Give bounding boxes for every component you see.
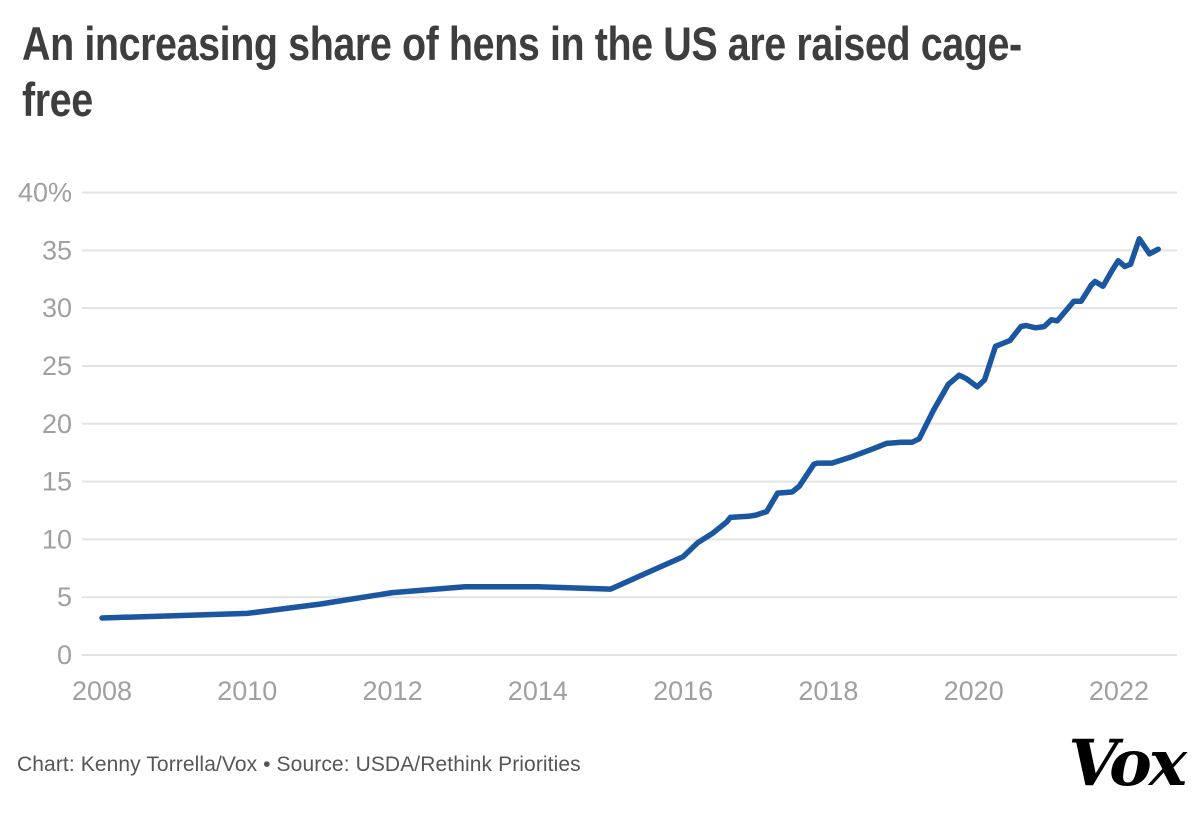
x-tick-label-2018: 2018 bbox=[798, 676, 858, 706]
x-tick-label-2016: 2016 bbox=[653, 676, 713, 706]
y-tick-label-20: 20 bbox=[42, 409, 72, 439]
chart-title-line-1: An increasing share of hens in the US ar… bbox=[22, 17, 1022, 70]
y-tick-label-25: 25 bbox=[42, 351, 72, 381]
y-tick-label-5: 5 bbox=[57, 582, 72, 612]
x-tick-label-2008: 2008 bbox=[72, 676, 132, 706]
x-tick-label-2014: 2014 bbox=[508, 676, 568, 706]
x-tick-label-2010: 2010 bbox=[217, 676, 277, 706]
y-tick-label-0: 0 bbox=[57, 640, 72, 670]
y-tick-label-30: 30 bbox=[42, 293, 72, 323]
y-tick-label-10: 10 bbox=[42, 524, 72, 554]
y-tick-label-40: 40% bbox=[18, 178, 72, 208]
x-tick-label-2012: 2012 bbox=[363, 676, 423, 706]
chart-title-line-2: free bbox=[22, 73, 93, 126]
y-tick-label-15: 15 bbox=[42, 467, 72, 497]
chart-title: An increasing share of hens in the US ar… bbox=[22, 16, 1022, 128]
x-tick-label-2020: 2020 bbox=[944, 676, 1004, 706]
data-line-cage-free-share bbox=[99, 236, 1161, 621]
credit-line: Chart: Kenny Torrella/Vox • Source: USDA… bbox=[17, 753, 581, 776]
x-tick-label-2022: 2022 bbox=[1089, 676, 1149, 706]
vox-logo: Vox bbox=[1068, 726, 1187, 801]
y-tick-label-35: 35 bbox=[42, 235, 72, 265]
